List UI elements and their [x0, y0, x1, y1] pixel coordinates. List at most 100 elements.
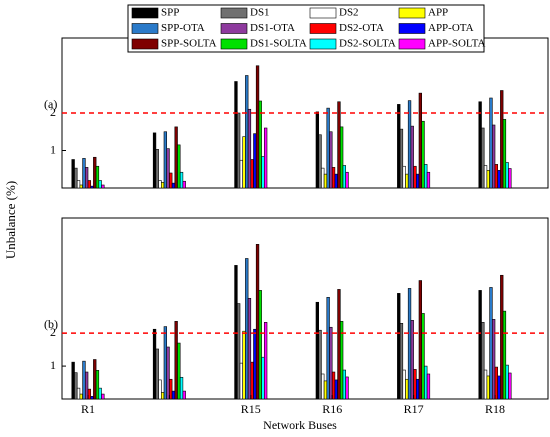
legend-swatch: [131, 7, 159, 19]
x-tick-label: R1: [81, 402, 95, 416]
bar: [258, 290, 262, 400]
bar: [182, 390, 186, 400]
bar: [407, 288, 412, 400]
bar: [334, 379, 338, 400]
bar: [263, 127, 268, 189]
legend-label: APP-SOLTA: [428, 38, 485, 50]
bar: [234, 81, 238, 189]
bar: [331, 371, 336, 400]
y-tick-label: 2: [50, 105, 56, 119]
bar: [245, 75, 249, 189]
bar: [179, 376, 184, 400]
bar: [497, 375, 501, 400]
bar: [413, 165, 417, 189]
bar: [82, 360, 86, 400]
legend-label: APP: [428, 7, 448, 19]
legend-swatch: [220, 23, 248, 34]
bar: [494, 366, 499, 400]
bar: [486, 170, 490, 189]
bar: [491, 124, 496, 189]
bar: [90, 185, 94, 189]
bar: [342, 369, 347, 400]
legend-swatch: [309, 38, 337, 50]
bar: [90, 396, 94, 400]
bar: [95, 165, 100, 189]
bar: [158, 379, 162, 400]
bar: [483, 165, 488, 189]
bar: [71, 159, 75, 189]
bar: [418, 92, 423, 189]
bar: [421, 313, 425, 400]
bar: [158, 180, 162, 189]
bar: [258, 100, 262, 189]
bar: [79, 393, 83, 400]
bar: [234, 265, 238, 400]
bar: [418, 280, 423, 400]
bar: [155, 348, 159, 400]
bar: [481, 322, 485, 400]
bar: [502, 310, 507, 400]
bar: [410, 125, 414, 189]
legend-label: DS1-SOLTA: [250, 38, 307, 50]
bar: [177, 144, 181, 189]
bar: [152, 132, 157, 189]
legend-swatch: [398, 23, 426, 34]
bar: [177, 342, 181, 400]
bar: [82, 158, 86, 189]
legend-label: DS2: [339, 7, 359, 19]
bar: [397, 104, 401, 189]
legend-label: APP-OTA: [428, 22, 474, 34]
bar: [508, 168, 512, 189]
bar: [337, 289, 341, 400]
bar: [174, 321, 178, 400]
bar: [87, 180, 92, 189]
bar: [242, 136, 246, 189]
x-axis-label: Network Buses: [263, 418, 337, 432]
bar: [255, 65, 260, 189]
bar: [247, 297, 252, 400]
legend-swatch: [131, 23, 159, 34]
bar: [74, 167, 78, 189]
bar: [166, 148, 170, 189]
bar: [93, 156, 97, 189]
bar: [85, 371, 89, 400]
legend-swatch: [220, 7, 248, 19]
bar: [98, 387, 102, 400]
bar: [261, 156, 265, 189]
bar: [242, 330, 246, 400]
bar: [318, 329, 322, 400]
bar: [250, 361, 254, 400]
bar: [76, 387, 81, 400]
x-tick-label: R16: [322, 402, 342, 416]
bar: [169, 378, 173, 400]
bar: [87, 388, 92, 400]
bar: [483, 369, 488, 400]
bar: [93, 359, 97, 400]
bar: [101, 184, 105, 189]
y-tick-label: 2: [50, 325, 56, 339]
bar: [424, 164, 428, 189]
bar: [255, 244, 260, 400]
bar: [101, 393, 105, 400]
bar: [413, 369, 417, 400]
bar: [237, 112, 241, 189]
bar: [494, 164, 499, 189]
bar: [497, 170, 501, 189]
legend-label: DS2-SOLTA: [339, 38, 396, 50]
bar: [85, 167, 89, 189]
bar: [245, 258, 249, 400]
bar: [345, 376, 349, 400]
bar: [481, 127, 485, 189]
bar: [261, 356, 265, 400]
bar: [76, 180, 81, 189]
x-tick-label: R18: [485, 402, 505, 416]
bar: [166, 346, 170, 400]
legend-swatch: [220, 38, 248, 50]
y-tick-label: 1: [50, 142, 56, 156]
bar: [489, 287, 493, 400]
bar: [339, 126, 344, 189]
bar: [424, 365, 428, 400]
bar: [508, 372, 512, 400]
y-tick-label: 1: [50, 358, 56, 372]
